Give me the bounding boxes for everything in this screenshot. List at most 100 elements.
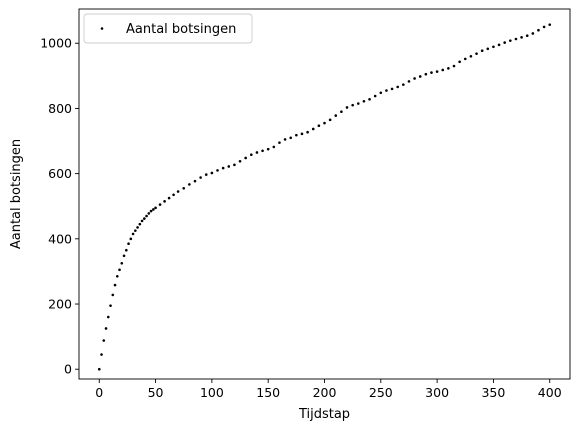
- data-point: [238, 159, 242, 163]
- data-point: [396, 85, 400, 89]
- data-point: [100, 353, 103, 356]
- data-point: [447, 67, 450, 70]
- data-point: [158, 203, 162, 206]
- data-point: [323, 121, 326, 125]
- x-tick-label: 350: [481, 385, 505, 400]
- data-point: [503, 41, 506, 44]
- data-point: [210, 171, 214, 175]
- data-point: [407, 80, 411, 83]
- data-point: [385, 89, 388, 92]
- data-point: [469, 54, 473, 58]
- data-point: [250, 153, 253, 157]
- x-tick-label: 50: [148, 385, 164, 400]
- legend-label: Aantal botsingen: [126, 22, 236, 37]
- data-point: [509, 39, 512, 42]
- y-tick-label: 0: [64, 362, 72, 377]
- data-point: [102, 339, 106, 342]
- data-point: [104, 327, 108, 330]
- data-point: [154, 206, 157, 210]
- x-axis-label: Tijdstap: [298, 407, 350, 422]
- data-point: [111, 293, 115, 297]
- data-point: [176, 190, 180, 193]
- x-tick-label: 300: [425, 385, 449, 400]
- data-point: [138, 222, 142, 226]
- data-point: [525, 34, 529, 38]
- data-point: [199, 176, 202, 179]
- data-point: [233, 163, 236, 167]
- data-point: [362, 99, 366, 103]
- x-tick-label: 400: [538, 385, 562, 400]
- data-point: [152, 208, 155, 211]
- data-point: [520, 36, 523, 39]
- data-point: [413, 77, 416, 80]
- data-point: [272, 145, 276, 149]
- x-tick-label: 250: [369, 385, 393, 400]
- data-point: [278, 141, 281, 144]
- data-point: [390, 87, 394, 91]
- data-point: [131, 232, 135, 236]
- data-point: [486, 47, 490, 51]
- y-tick-label: 200: [48, 297, 72, 312]
- data-point: [295, 133, 298, 137]
- data-point: [136, 226, 139, 229]
- data-point: [193, 179, 197, 183]
- data-point: [106, 315, 110, 319]
- data-point: [311, 127, 315, 131]
- data-point: [334, 114, 338, 117]
- data-point: [317, 124, 321, 127]
- plot-area-frame: [78, 8, 571, 380]
- data-point: [475, 52, 478, 55]
- data-point: [97, 367, 101, 371]
- data-point: [134, 229, 137, 232]
- data-point: [463, 57, 467, 61]
- x-tick-label: 100: [200, 385, 224, 400]
- data-point: [356, 102, 360, 105]
- data-point: [172, 193, 175, 197]
- data-points: [97, 23, 552, 371]
- data-point: [328, 118, 332, 122]
- legend-marker: [100, 27, 104, 30]
- y-axis-label: Aantal botsingen: [9, 139, 24, 249]
- legend: Aantal botsingen: [83, 13, 253, 44]
- data-point: [167, 196, 171, 200]
- data-point: [531, 32, 535, 35]
- data-point: [221, 166, 225, 170]
- data-point: [430, 71, 433, 74]
- data-point: [147, 212, 151, 215]
- x-tick-label: 150: [256, 385, 280, 400]
- data-point: [424, 72, 428, 76]
- x-axis: 0 50 100 150 200 250 300 350 400: [95, 379, 562, 400]
- data-point: [379, 91, 383, 95]
- data-point: [283, 138, 287, 141]
- y-tick-label: 1000: [40, 36, 72, 51]
- data-point: [227, 165, 231, 168]
- data-point: [340, 110, 343, 113]
- data-point: [300, 132, 304, 136]
- data-point: [306, 130, 309, 134]
- data-point: [125, 248, 128, 252]
- data-point: [216, 169, 219, 172]
- data-point: [182, 187, 186, 190]
- data-point: [266, 147, 270, 151]
- data-point: [351, 103, 354, 107]
- data-point: [441, 68, 445, 72]
- x-tick-label: 200: [313, 385, 337, 400]
- data-point: [435, 70, 439, 73]
- data-point: [480, 49, 484, 53]
- data-point: [345, 106, 349, 109]
- x-tick-label: 0: [95, 385, 103, 400]
- data-point: [458, 60, 461, 64]
- data-point: [373, 94, 377, 98]
- data-point: [129, 237, 133, 241]
- data-point: [261, 149, 264, 153]
- data-point: [120, 261, 124, 265]
- data-point: [188, 183, 191, 186]
- data-point: [548, 23, 552, 26]
- data-point: [122, 254, 126, 258]
- data-point: [492, 45, 495, 49]
- y-tick-label: 800: [48, 101, 72, 116]
- data-point: [145, 214, 148, 218]
- y-tick-label: 400: [48, 231, 72, 246]
- data-point: [537, 28, 540, 32]
